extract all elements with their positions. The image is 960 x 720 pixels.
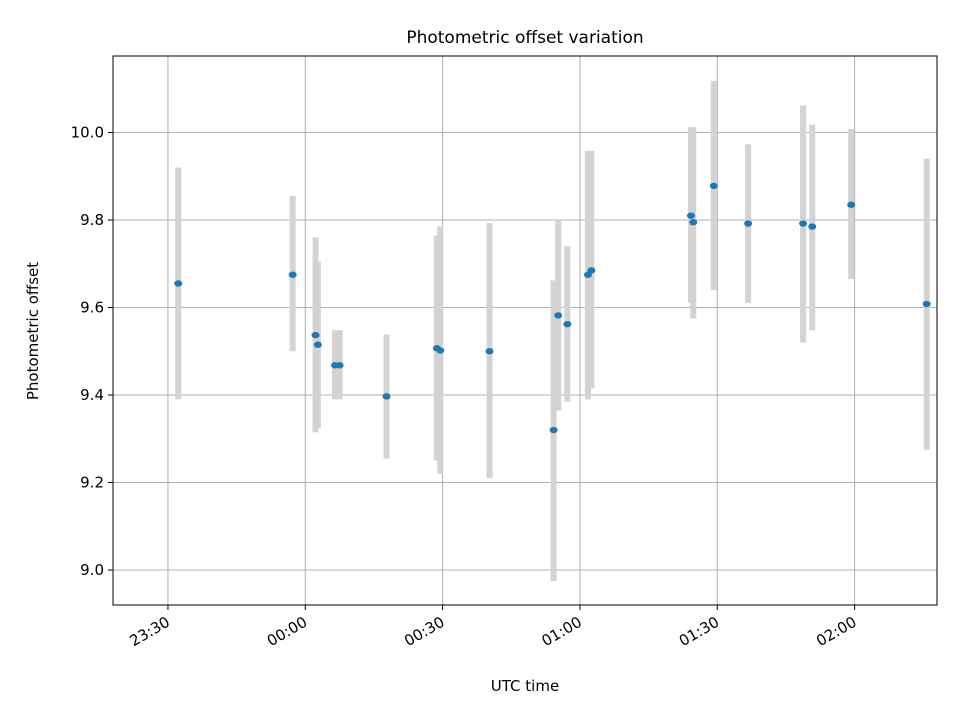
y-tick-label: 9.0 xyxy=(80,561,104,579)
data-points xyxy=(174,182,931,434)
y-tick-label: 9.6 xyxy=(80,299,104,317)
data-point xyxy=(335,362,344,369)
y-tick-label: 10.0 xyxy=(71,124,104,142)
data-point xyxy=(382,393,391,400)
y-axis-label: Photometric offset xyxy=(24,262,42,400)
data-point xyxy=(436,347,445,354)
data-point xyxy=(744,220,753,227)
data-point xyxy=(847,201,856,208)
data-point xyxy=(485,348,494,355)
data-point xyxy=(587,267,596,274)
data-point xyxy=(288,271,297,278)
data-point xyxy=(313,341,322,348)
data-point xyxy=(689,219,698,226)
x-axis-label: UTC time xyxy=(491,677,559,695)
y-tick-label: 9.8 xyxy=(80,211,104,229)
grid-lines xyxy=(113,56,937,605)
y-axis-ticks: 9.0 9.2 9.4 9.6 9.8 10.0 xyxy=(71,124,113,579)
data-point xyxy=(563,320,572,328)
data-point xyxy=(549,426,558,434)
chart-title: Photometric offset variation xyxy=(406,28,643,48)
y-tick-label: 9.2 xyxy=(80,474,104,492)
plot-frame xyxy=(112,55,938,606)
y-tick-label: 9.4 xyxy=(80,386,104,404)
data-point xyxy=(311,331,320,339)
data-point xyxy=(799,220,808,227)
data-point xyxy=(808,223,817,230)
data-point xyxy=(554,312,563,319)
data-point xyxy=(709,182,718,190)
data-point xyxy=(174,280,183,287)
data-point xyxy=(922,300,931,308)
data-point xyxy=(686,212,695,219)
